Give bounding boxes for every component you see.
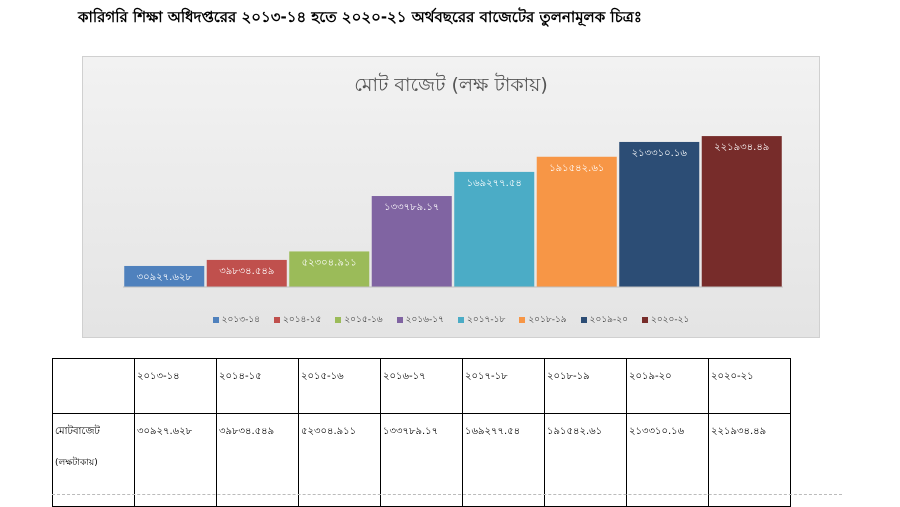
page-cut-divider [52, 494, 842, 501]
bar-value-label: ১৩৩৭৮৯.১৭ [384, 202, 439, 213]
chart-title: মোট বাজেট (লক্ষ টাকায়) [354, 74, 548, 96]
legend-label: ২০১৮-১৯ [528, 315, 567, 325]
table-row-sublabel: (লক্ষটাকায়) [55, 458, 98, 468]
legend-swatch [212, 316, 219, 323]
table-cell: ১৯১৫৪২.৬১ [544, 413, 627, 507]
bar-1 [206, 259, 287, 287]
table-row: মোটবাজেট (লক্ষটাকায়) ৩০৯২৭.৬২৮ ৩৯৮৩৪.৫৪… [52, 413, 791, 507]
legend-item: ২০১৬-১৭ [396, 312, 444, 327]
bar-value-label: ২১৩৩১০.১৬ [632, 148, 688, 159]
legend-item: ২০১৭-১৮ [457, 312, 506, 327]
table-header-cell: ২০১৪-১৫ [216, 358, 299, 414]
table-cell: ৫২৩০৪.৯১১ [298, 413, 381, 507]
bar-0 [124, 265, 205, 287]
bar-6 [619, 141, 700, 287]
legend-item: ২০১৪-১৫ [274, 312, 321, 327]
table-cell: ৩০৯২৭.৬২৮ [134, 413, 217, 507]
legend-label: ২০১৫-১৬ [344, 315, 383, 325]
bar-chart: ৩০৯২৭.৬২৮ ৩৯৮৩৪.৫৪৯ ৫২৩০৪.৯১১ ১৩৩৭৮৯.১৭ ১৬৯২… [123, 136, 783, 288]
legend-swatch [580, 316, 587, 323]
legend-item: ২০২০-২১ [641, 312, 690, 327]
table-header-cell: ২০১৮-১৯ [544, 358, 627, 414]
bar-value-label: ২২১৯৩৪.৪৯ [714, 142, 769, 153]
bar-value-label: ১৯১৫৪২.৬১ [549, 163, 604, 174]
bar-2 [289, 251, 370, 287]
table-row-label: মোটবাজেট [55, 426, 100, 437]
legend-swatch [641, 316, 648, 323]
table-row-label-cell: মোটবাজেট (লক্ষটাকায়) [52, 413, 135, 507]
legend-swatch [519, 316, 526, 323]
legend-label: ২০১৬-১৭ [405, 315, 444, 325]
legend-label: ২০২০-২১ [650, 315, 690, 325]
table-cell: ৩৯৮৩৪.৫৪৯ [216, 413, 299, 507]
table-header-cell: ২০১৯-২০ [626, 358, 709, 414]
bar-value-label: ১৬৯২৭৭.৫৪ [467, 178, 522, 189]
table-header-row: ২০১৩-১৪ ২০১৪-১৫ ২০১৫-১৬ ২০১৬-১৭ ২০১৭-১৮ … [52, 358, 791, 414]
budget-table: ২০১৩-১৪ ২০১৪-১৫ ২০১৫-১৬ ২০১৬-১৭ ২০১৭-১৮ … [52, 358, 791, 507]
bar-3 [371, 196, 452, 287]
table-cell: ২২১৯৩৪.৪৯ [708, 413, 791, 507]
table-cell: ১৩৩৭৮৯.১৭ [380, 413, 463, 507]
legend-swatch [396, 316, 403, 323]
bar-value-label: ৩০৯২৭.৬২৮ [137, 272, 193, 283]
table-header-cell: ২০২০-২১ [708, 358, 791, 414]
table-header-cell: ২০১৭-১৮ [462, 358, 545, 414]
legend-item: ২০১৮-১৯ [519, 312, 567, 327]
legend-swatch [335, 316, 342, 323]
table-header-cell: ২০১৬-১৭ [380, 358, 463, 414]
legend-swatch [274, 316, 280, 323]
bar-value-label: ৫২৩০৪.৯১১ [302, 257, 357, 268]
bar-4 [454, 171, 535, 287]
chart-legend: ২০১৩-১৪ ২০১৪-১৫ ২০১৫-১৬ ২০১৬-১৭ ২০১৭-১৮ ২০১৮-… [83, 312, 819, 327]
table-cell: ১৬৯২৭৭.৫৪ [462, 413, 545, 507]
bar-value-label: ৩৯৮৩৪.৫৪৯ [219, 266, 274, 277]
bar-5 [536, 156, 617, 287]
legend-label: ২০১৯-২০ [589, 315, 628, 325]
legend-label: ২০১৩-১৪ [221, 315, 260, 325]
bar-7 [701, 136, 782, 287]
legend-label: ২০১৪-১৫ [283, 315, 322, 325]
table-cell: ২১৩৩১০.১৬ [626, 413, 709, 507]
chart-panel: মোট বাজেট (লক্ষ টাকায়) ৩০৯২৭.৬২৮ ৩৯৮৩৪.৫… [82, 56, 820, 338]
table-header-cell: ২০১৩-১৪ [134, 358, 217, 414]
legend-item: ২০১৯-২০ [580, 312, 628, 327]
legend-swatch [457, 316, 464, 323]
page-heading: কারিগরি শিক্ষা অধিদপ্তরের ২০১৩-১৪ হতে ২০… [78, 8, 642, 26]
table-header-cell: ২০১৫-১৬ [298, 358, 381, 414]
legend-item: ২০১৫-১৬ [335, 312, 383, 327]
legend-item: ২০১৩-১৪ [212, 312, 260, 327]
table-header-cell [52, 358, 135, 414]
legend-label: ২০১৭-১৮ [466, 315, 506, 325]
